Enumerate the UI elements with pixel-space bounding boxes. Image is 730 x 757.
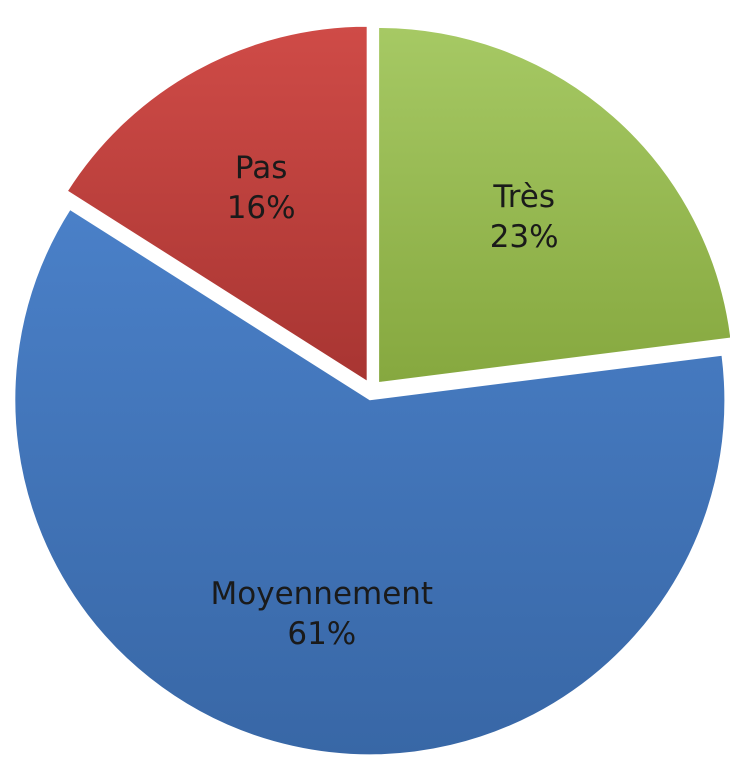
slice-value-label: 16% — [227, 190, 296, 226]
slice-value-label: 61% — [287, 616, 356, 652]
pie-slice — [14, 208, 726, 756]
slice-category-label: Très — [492, 179, 555, 215]
pie-slice — [378, 26, 730, 384]
pie-slice — [66, 25, 368, 383]
slice-category-label: Moyennement — [211, 576, 434, 612]
slice-value-label: 23% — [490, 219, 559, 255]
slice-category-label: Pas — [235, 150, 287, 186]
